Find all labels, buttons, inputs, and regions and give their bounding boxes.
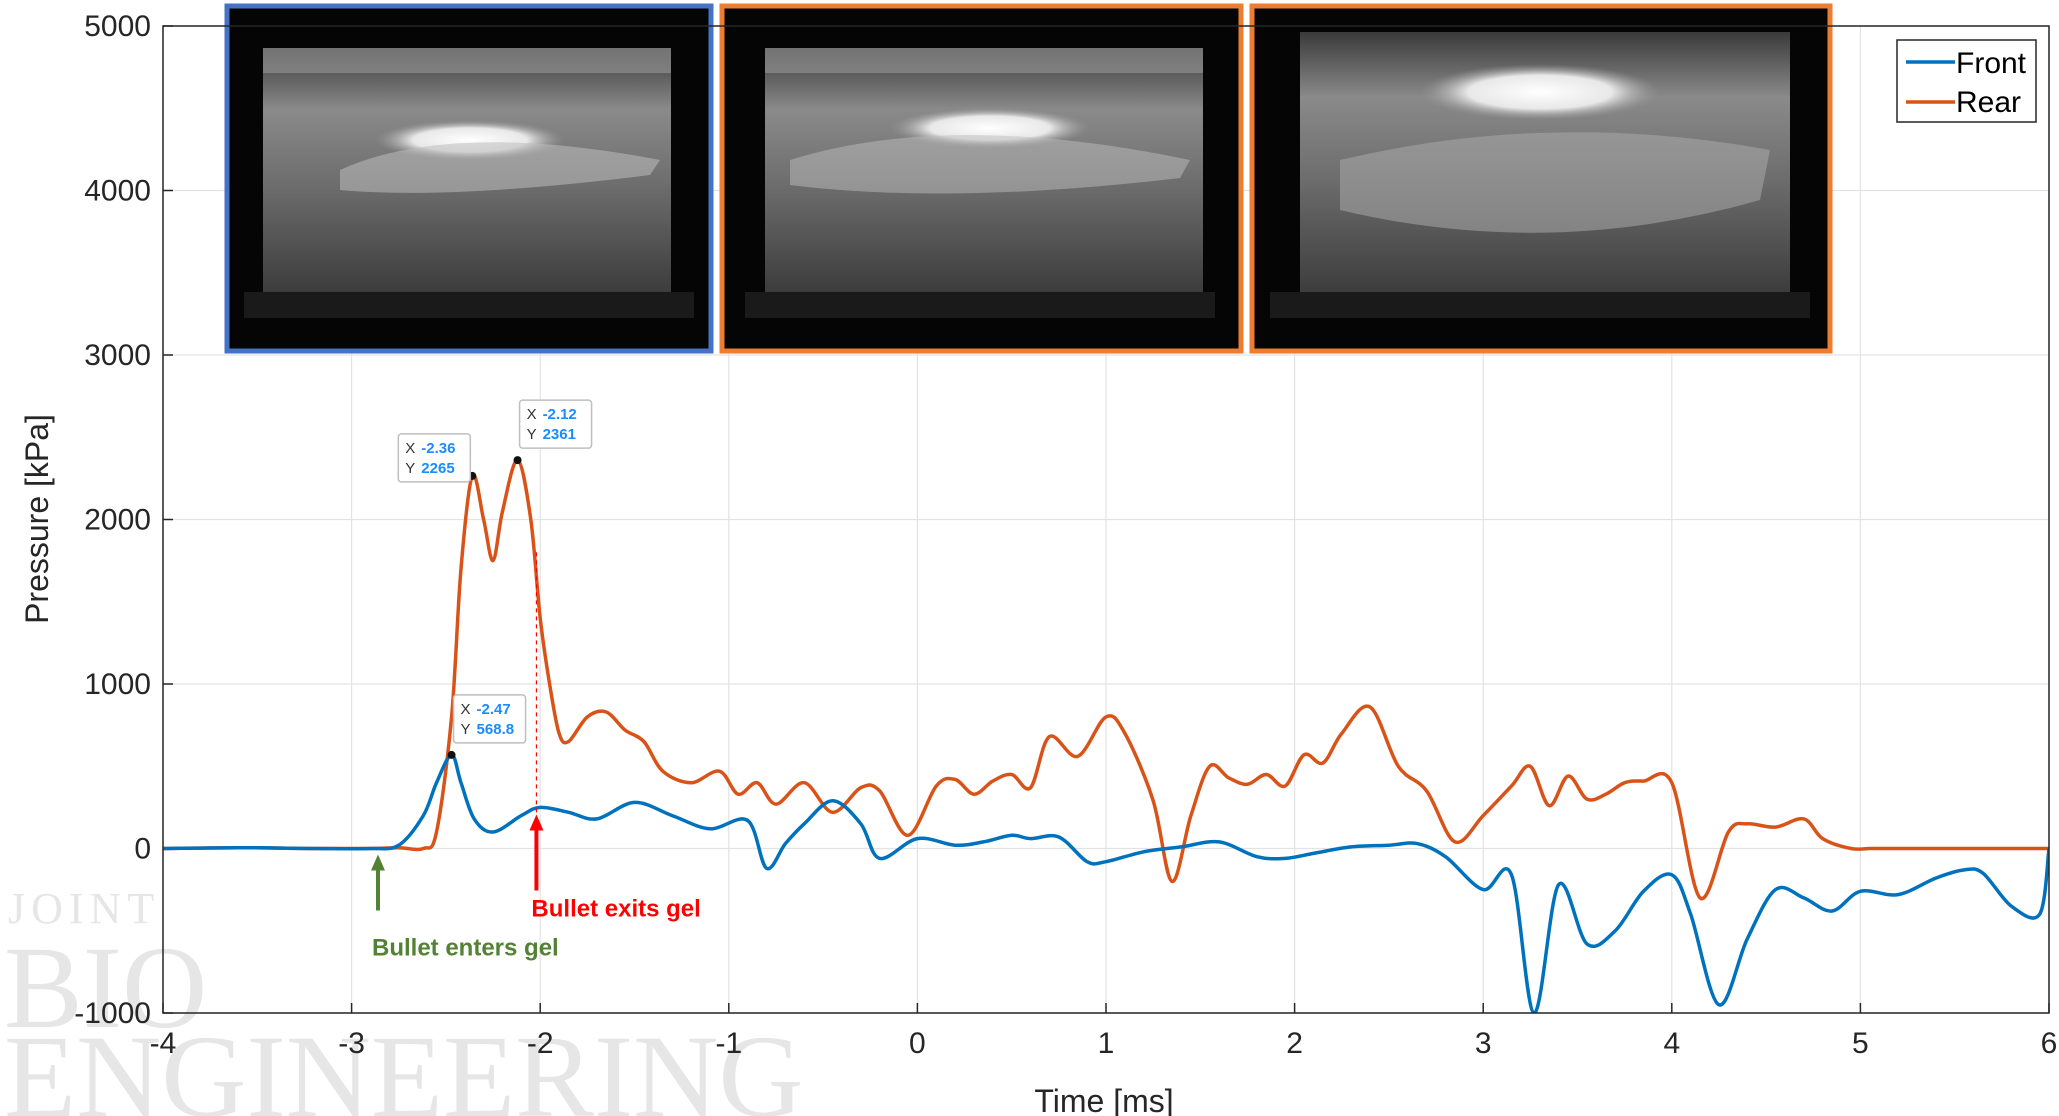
exit-arrow-head (529, 814, 544, 831)
watermark-line-3: ENGINEERING (4, 1011, 804, 1116)
annotation-enter-label: Bullet enters gel (372, 935, 559, 962)
svg-text:Y: Y (527, 426, 537, 443)
svg-text:-2.47: -2.47 (477, 701, 511, 718)
x-tick-label: -3 (338, 1027, 365, 1060)
x-tick-label: 2 (1286, 1027, 1303, 1060)
y-tick-label: 0 (134, 833, 151, 866)
y-tick-label: 3000 (84, 339, 151, 372)
y-tick-label: 2000 (84, 504, 151, 537)
y-tick-label: 4000 (84, 175, 151, 208)
series-rear-line (163, 458, 2049, 901)
inset-frame-1 (224, 3, 714, 354)
svg-text:-2.36: -2.36 (421, 440, 455, 457)
y-axis-title: Pressure [kPa] (19, 414, 55, 624)
y-tick-label: 1000 (84, 668, 151, 701)
x-tick-label: 1 (1098, 1027, 1115, 1060)
y-tick-label: -1000 (74, 997, 151, 1030)
enter-arrow-head (371, 854, 386, 871)
annotation-exit-label: Bullet exits gel (531, 896, 700, 923)
svg-text:2361: 2361 (543, 426, 576, 443)
x-tick-label: 0 (909, 1027, 926, 1060)
svg-text:2265: 2265 (421, 460, 454, 477)
watermark-line-2: BIO (4, 922, 207, 1053)
legend-box (1896, 39, 2037, 123)
svg-text:X: X (461, 701, 471, 718)
legend: Front Rear (1896, 39, 2037, 123)
svg-text:Y: Y (461, 721, 471, 738)
x-tick-label: 3 (1475, 1027, 1492, 1060)
video-insets (224, 3, 1833, 354)
series-front-line (163, 753, 2049, 1013)
datatip-front-peak: X -2.47 Y 568.8 (447, 694, 527, 759)
datatip-rear-peak-1: X -2.36 Y 2265 (397, 433, 477, 483)
annotation-exit: Bullet exits gel (529, 814, 701, 923)
x-tick-label: 4 (1663, 1027, 1680, 1060)
x-axis-title: Time [ms] (1034, 1083, 1173, 1116)
svg-text:X: X (527, 406, 537, 423)
axis-ticks: -4 -3 -2 -1 0 1 2 3 4 5 6 -1000 0 1000 2000 3000 4000 500… (74, 10, 2057, 1060)
legend-label-rear: Rear (1956, 86, 2021, 119)
annotation-enter: Bullet enters gel (371, 854, 559, 962)
svg-text:X: X (405, 440, 415, 457)
inset-frame-2 (719, 3, 1244, 354)
y-tick-label: 5000 (84, 10, 151, 43)
watermark: JOINT BIO ENGINEERING (4, 884, 804, 1116)
x-tick-label: -1 (715, 1027, 742, 1060)
series-group (163, 458, 2049, 1013)
svg-text:Y: Y (405, 460, 415, 477)
datatip-rear-peak-2: X -2.12 Y 2361 (513, 399, 593, 465)
x-tick-label: -2 (527, 1027, 554, 1060)
x-tick-label: 5 (1852, 1027, 1869, 1060)
svg-text:568.8: 568.8 (477, 721, 515, 738)
x-tick-label: 6 (2041, 1027, 2058, 1060)
svg-text:-2.12: -2.12 (543, 406, 577, 423)
inset-frame-3 (1249, 3, 1833, 354)
plot-area-frame (162, 25, 2050, 1014)
x-tick-label: -4 (150, 1027, 177, 1060)
watermark-line-1: JOINT (8, 884, 160, 933)
legend-label-front: Front (1956, 47, 2027, 80)
